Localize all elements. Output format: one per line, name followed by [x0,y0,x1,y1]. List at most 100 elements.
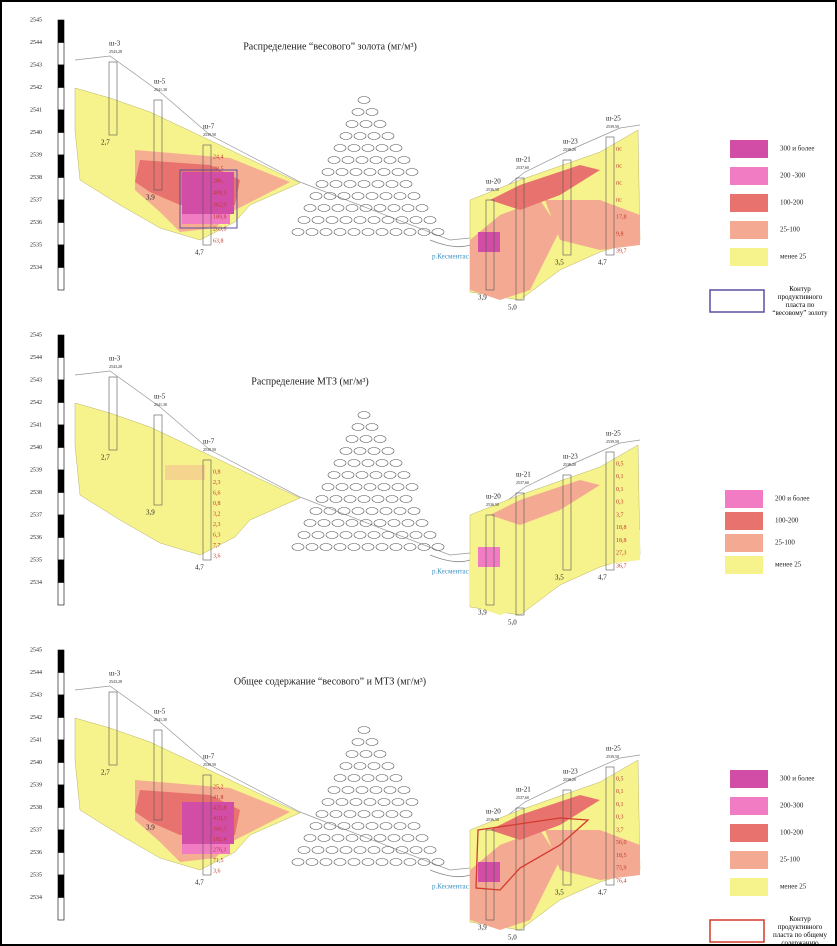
gravel [349,483,363,491]
well-depth: 2,7 [101,454,110,462]
well-elevation: 2541,30 [154,402,167,408]
well-name: ш-23 [563,138,578,146]
gravel [395,531,409,539]
well-name: ш-25 [606,115,621,123]
gravel [325,846,339,854]
deposit-top [478,547,500,567]
gravel [309,192,323,200]
gravel [379,192,393,200]
well-column [202,774,212,876]
legend-swatch [725,490,763,508]
legend-label: менее 25 [775,561,802,569]
well-value: 3,6 [213,553,221,559]
scale-label: 2540 [30,130,42,136]
gravel [373,750,387,758]
gravel [383,156,397,164]
well-column [153,729,163,821]
gravel [343,810,357,818]
well-value: 189,8 [213,214,227,220]
deposit-top [478,862,500,882]
gravel [315,180,329,188]
well-depth: 4,7 [195,564,204,572]
well-elevation: 2536,50 [486,187,499,193]
gravel [387,519,401,527]
well-value: пс [616,163,622,169]
scale-label: 2538 [30,175,42,181]
scale-label: 2544 [30,670,42,676]
well-depth: 4,7 [598,574,607,582]
gravel [333,858,347,866]
well-elevation: 2539,50 [203,762,216,768]
scale-label: 2534 [30,265,42,271]
deposit-high [490,480,600,525]
scale-label: 2534 [30,580,42,586]
scale-label: 2534 [30,895,42,901]
deposit-low [74,402,301,556]
gravel [367,846,381,854]
gravel [351,822,365,830]
well-value: 36,7 [616,563,627,569]
scale-label: 2543 [30,377,42,383]
scale-segment [57,694,65,718]
well-elevation: 2539,50 [203,132,216,138]
gravel [339,216,353,224]
gravel [389,543,403,551]
gravel [371,495,385,503]
well-column [515,492,525,616]
deposit-high [490,165,600,210]
gravel [399,495,413,503]
legend-swatch [725,556,763,574]
gravel [349,798,363,806]
well-value: пс [616,197,622,203]
gravel [361,774,375,782]
gravel [367,762,381,770]
well-elevation: 2543,28 [109,364,122,370]
well-value: пс [616,180,622,186]
well-depth: 3,9 [146,194,155,202]
scale-segment [57,537,65,561]
gravel [355,471,369,479]
gravel [303,204,317,212]
deposit-mid [545,515,640,565]
well-depth: 3,9 [478,924,487,932]
gravel [361,543,375,551]
well-value: 0,1 [616,789,624,795]
gravel [363,798,377,806]
deposit-top [478,232,500,252]
gravel [339,531,353,539]
legend-label: 25-100 [775,539,795,547]
legend-label: 300 и более [780,145,814,153]
scale-segment [57,334,65,358]
gravel [367,132,381,140]
gravel [357,726,371,734]
well-value: 76,4 [616,878,627,884]
well-value: 6,3 [213,532,221,538]
well-column [562,159,572,256]
well-column [153,414,163,506]
well-depth: 2,7 [101,139,110,147]
gravel [409,531,423,539]
gravel [341,156,355,164]
scale-label: 2538 [30,805,42,811]
gravel [405,798,419,806]
gravel [333,543,347,551]
gravel [389,858,403,866]
deposit-mid [470,515,560,615]
gravel [383,471,397,479]
gravel [347,228,361,236]
well-elevation: 2536,50 [486,502,499,508]
scale-label: 2540 [30,445,42,451]
scale-segment [57,784,65,808]
well-elevation: 2539,50 [606,754,619,760]
gravel [353,531,367,539]
gravel [337,507,351,515]
gravel [329,810,343,818]
well-value: 6,6 [213,490,221,496]
well-value: 286, [213,178,224,184]
well-name: ш-7 [203,753,215,761]
scale-label: 2537 [30,827,42,833]
contour-swatch [709,289,765,313]
gravel [381,846,395,854]
well-value: 3,7 [616,512,624,518]
gravel [373,834,387,842]
